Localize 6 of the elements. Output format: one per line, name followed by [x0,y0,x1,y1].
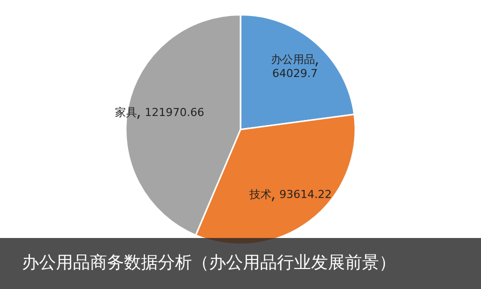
data-label: 93614.22 [279,188,332,202]
slice-label: 技术 [248,188,272,202]
data-label: 64029.7 [272,67,318,80]
text: 办公用品商务数据分析（办公用品行业发展前景） [0,238,481,289]
slice-label: 办公用品 [270,53,315,66]
data-label: 121970.66 [144,106,204,119]
